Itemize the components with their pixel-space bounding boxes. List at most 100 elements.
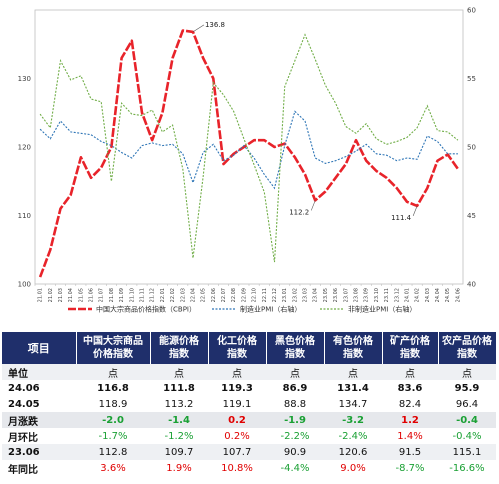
x-tick-label: 23.09 xyxy=(364,288,370,302)
x-tick-label: 22.04 xyxy=(190,288,196,302)
column-header: 矿产价格 指数 xyxy=(382,332,439,364)
column-header-line2: 指数 xyxy=(400,349,420,360)
column-header-line1: 项目 xyxy=(27,341,50,355)
column-header: 黑色价格 指数 xyxy=(266,332,325,364)
table-cell: -16.6% xyxy=(449,462,485,474)
table-cell: -0.4% xyxy=(452,430,482,442)
y-left-tick-label: 100 xyxy=(18,281,31,289)
x-tick-label: 23.05 xyxy=(323,288,329,302)
y-right-tick-label: 40 xyxy=(467,281,476,289)
annotation-leader xyxy=(192,24,205,33)
table-cell: 118.9 xyxy=(98,398,128,410)
column-header-line1: 能源价格 xyxy=(159,336,199,347)
table-row: 单位点点点点点点点 xyxy=(2,364,496,380)
legend-label: 中国大宗商品价格指数（CBPI） xyxy=(96,305,196,314)
table-row: 24.06 116.8 111.8 119.3 86.9 131.4 83.6 95.9 xyxy=(2,380,496,396)
table-cell: -3.2 xyxy=(324,412,382,428)
column-header: 能源价格 指数 xyxy=(150,332,209,364)
column-header-line1: 中国大宗商品 xyxy=(83,336,143,347)
table-cell: 119.3 xyxy=(221,382,253,394)
table-cell: -2.2% xyxy=(280,430,310,442)
column-header-line2: 指数 xyxy=(343,349,363,360)
x-tick-label: 22.05 xyxy=(201,288,207,302)
series-line-3 xyxy=(39,33,459,263)
table-cell: 10.8% xyxy=(221,462,253,474)
column-header-line2: 指数 xyxy=(285,349,305,360)
table-cell: 95.9 xyxy=(454,382,480,394)
row-label: 年同比 xyxy=(8,464,38,476)
column-header-line2: 指数 xyxy=(227,349,247,360)
legend-label: 非制造业PMI（右轴） xyxy=(348,305,416,314)
table-cell: -1.2% xyxy=(164,430,194,442)
annotation-label: 111.4 xyxy=(391,214,412,222)
table-cell: 点 xyxy=(382,364,438,380)
table-body: 单位点点点点点点点 24.06 116.8 111.8 119.3 86.9 131.4 83… xyxy=(2,364,496,476)
y-left-tick-label: 110 xyxy=(18,212,31,220)
row-label: 23.06 xyxy=(2,444,76,460)
x-tick-label: 24.04 xyxy=(435,288,441,302)
x-tick-label: 24.02 xyxy=(415,288,421,302)
row-label: 24.05 xyxy=(8,398,40,410)
x-tick-label: 21.05 xyxy=(78,288,84,302)
column-header: 农产品价格 指数 xyxy=(438,332,497,364)
x-tick-label: 22.07 xyxy=(221,288,227,302)
table-cell: 86.9 xyxy=(282,382,308,394)
row-label: 单位 xyxy=(2,364,76,380)
plot-frame xyxy=(34,9,464,285)
x-tick-label: 22.03 xyxy=(180,288,186,302)
line-chart: 100 110 120 130 40 45 50 55 60 21.01 21.02 21.03 21.… xyxy=(18,7,476,314)
x-tick-label: 21.08 xyxy=(109,288,115,302)
table-row: 月环比 -1.7% -1.2% 0.2% -2.2% -2.4% 1.4% -0.4% xyxy=(2,428,496,444)
table-cell: 1.9% xyxy=(166,462,192,474)
y-right-tick-label: 60 xyxy=(467,7,476,15)
table-cell: -1.4 xyxy=(150,412,208,428)
table-cell: 91.5 xyxy=(382,444,438,460)
column-header-line2: 指数 xyxy=(457,349,477,360)
row-label: 24.06 xyxy=(8,382,40,394)
table-cell: 点 xyxy=(324,364,382,380)
table-cell: -1.9 xyxy=(266,412,324,428)
column-header: 有色价格 指数 xyxy=(324,332,383,364)
y-left-tick-label: 120 xyxy=(18,144,31,152)
table-cell: 113.2 xyxy=(164,398,194,410)
x-tick-label: 22.02 xyxy=(170,288,176,302)
column-header: 项目 xyxy=(2,332,77,364)
price-index-table: 项目 中国大宗商品 价格指数 能源价格 指数 化工价格 指数 黑色价格 指数 有色价格 指数 矿产价格… xyxy=(2,332,497,476)
table-cell: -2.4% xyxy=(338,430,368,442)
x-tick-label: 23.11 xyxy=(384,288,390,302)
y-right-tick-label: 50 xyxy=(467,144,476,152)
column-header-line1: 农产品价格 xyxy=(442,336,492,347)
column-header: 中国大宗商品 价格指数 xyxy=(76,332,151,364)
table-cell: 131.4 xyxy=(337,382,369,394)
table-cell: 点 xyxy=(150,364,208,380)
x-tick-label: 23.08 xyxy=(354,288,360,302)
table-header-row: 项目 中国大宗商品 价格指数 能源价格 指数 化工价格 指数 黑色价格 指数 有色价格 指数 矿产价格… xyxy=(2,332,497,364)
table-cell: 点 xyxy=(76,364,150,380)
x-tick-label: 23.04 xyxy=(313,288,319,302)
row-label: 月涨跌 xyxy=(2,412,76,428)
table-cell: 点 xyxy=(438,364,496,380)
price-index-table-wrap: 项目 中国大宗商品 价格指数 能源价格 指数 化工价格 指数 黑色价格 指数 有色价格 指数 矿产价格… xyxy=(2,332,497,476)
table-cell: 107.7 xyxy=(208,444,266,460)
table-cell: -0.4 xyxy=(438,412,496,428)
column-header-line1: 黑色价格 xyxy=(275,336,315,347)
x-tick-label: 22.11 xyxy=(262,288,268,302)
table-row: 年同比 3.6% 1.9% 10.8% -4.4% 9.0% -8.7% -16.6% xyxy=(2,460,496,476)
table-row: 23.06 112.8 109.7 107.7 90.9 120.6 91.5 115.1 xyxy=(2,444,496,460)
table-cell: 83.6 xyxy=(397,382,423,394)
table-cell: 1.4% xyxy=(397,430,423,442)
table-cell: 115.1 xyxy=(438,444,496,460)
x-tick-label: 21.11 xyxy=(140,288,146,302)
x-tick-label: 23.03 xyxy=(303,288,309,302)
table-cell: 点 xyxy=(208,364,266,380)
table-cell: 112.8 xyxy=(76,444,150,460)
table-cell: 9.0% xyxy=(340,462,366,474)
table-cell: 111.8 xyxy=(163,382,195,394)
x-tick-label: 21.02 xyxy=(48,288,54,302)
table-cell: 119.1 xyxy=(222,398,252,410)
row-label: 月环比 xyxy=(8,432,38,444)
table-row: 月涨跌 -2.0 -1.4 0.2 -1.9 -3.2 1.2 -0.4 xyxy=(2,412,496,428)
x-tick-label: 23.06 xyxy=(333,288,339,302)
table-cell: 116.8 xyxy=(97,382,129,394)
x-tick-label: 24.05 xyxy=(445,288,451,302)
